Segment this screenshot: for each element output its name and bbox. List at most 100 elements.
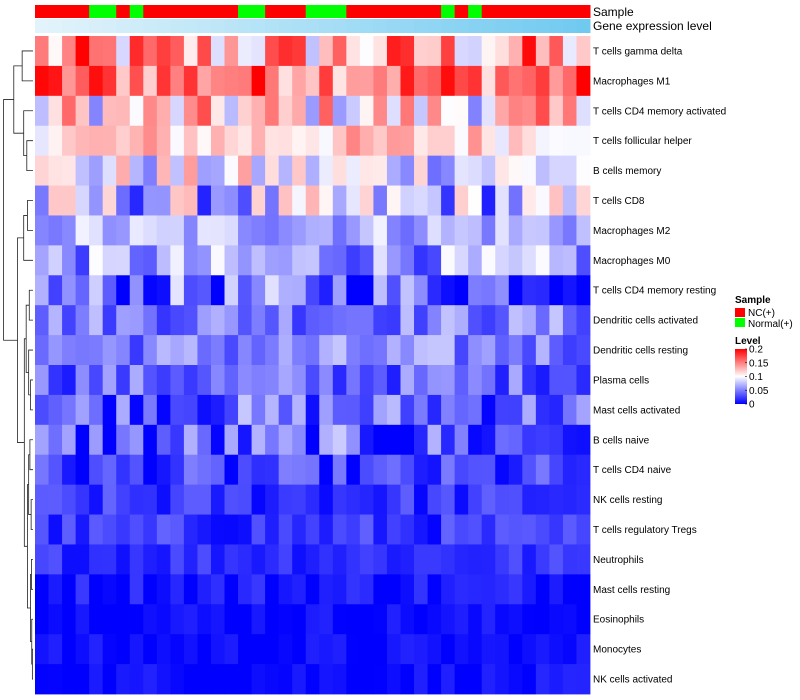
heatmap-cell (265, 65, 280, 97)
heatmap-cell (238, 215, 252, 246)
heatmap-cell (522, 574, 537, 605)
heatmap-cell (292, 155, 307, 186)
heatmap-cell (89, 664, 104, 695)
heatmap-cell (75, 275, 90, 306)
legend-colorbar (735, 349, 747, 404)
heatmap-cell (210, 424, 225, 456)
heatmap-cell (359, 514, 374, 545)
heatmap-cell (508, 424, 523, 456)
heatmap-cell (400, 514, 415, 545)
heatmap-cell (292, 574, 307, 605)
heatmap-cell (102, 365, 117, 396)
heatmap-cell (156, 305, 171, 336)
heatmap-cell (522, 275, 537, 306)
heatmap-cell (102, 245, 117, 276)
sample-annotation-cell (400, 5, 415, 18)
heatmap-cell (75, 245, 90, 276)
expression-annotation-cell (238, 19, 253, 33)
heatmap-cell (468, 215, 483, 246)
heatmap-cell (156, 544, 171, 575)
heatmap-cell (278, 36, 293, 67)
heatmap-cell (562, 215, 577, 246)
heatmap-cell (535, 36, 550, 67)
heatmap-cell (197, 664, 212, 695)
heatmap-cell (454, 65, 469, 97)
heatmap-cell (414, 514, 428, 545)
heatmap-cell (522, 125, 537, 157)
heatmap-cell (224, 125, 239, 157)
heatmap-cell (562, 335, 577, 366)
heatmap-cell (346, 634, 361, 665)
sample-annotation-cell (102, 5, 117, 18)
heatmap-cell (265, 245, 280, 276)
heatmap-cell (400, 305, 415, 336)
heatmap-cell (522, 215, 537, 246)
annotation-label-expression: Gene expression level (593, 19, 712, 33)
heatmap-cell (102, 574, 117, 605)
sample-annotation-cell (238, 5, 253, 18)
heatmap-cell (495, 544, 510, 575)
row-labels: T cells gamma delta Macrophages M1 T cells… (593, 46, 726, 685)
heatmap-cell (224, 275, 239, 306)
heatmap-cell (373, 185, 388, 216)
heatmap-cell (373, 514, 388, 545)
heatmap-cell (481, 664, 496, 695)
heatmap-cell (562, 514, 577, 545)
heatmap-cell (143, 155, 158, 186)
heatmap-cell (562, 95, 577, 127)
heatmap-cell (170, 424, 185, 456)
heatmap-cell (278, 424, 293, 456)
heatmap-cell (535, 275, 550, 306)
heatmap-cell (143, 664, 158, 695)
heatmap-cell (251, 574, 266, 605)
heatmap-cell (535, 65, 550, 97)
sample-annotation-cell (224, 5, 239, 18)
heatmap-cell (48, 245, 63, 276)
heatmap-cell (373, 394, 388, 426)
heatmap-cell (508, 544, 523, 575)
heatmap-cell (129, 484, 144, 515)
heatmap-cell (549, 185, 564, 216)
heatmap-cell (183, 454, 198, 486)
heatmap-cell (522, 365, 537, 396)
heatmap-cell (346, 514, 361, 545)
heatmap-cell (129, 604, 144, 635)
heatmap-cell (332, 574, 347, 605)
row-label: NK cells activated (593, 675, 672, 686)
heatmap-cell (535, 394, 550, 426)
heatmap-cell (441, 484, 456, 515)
legend-tick-label: 0 (749, 400, 755, 411)
heatmap-cell (441, 215, 456, 246)
heatmap-cell (265, 424, 280, 456)
heatmap-cell (346, 215, 361, 246)
heatmap-cell (535, 185, 550, 216)
row-label: T cells regulatory Tregs (593, 525, 697, 536)
heatmap-cell (305, 664, 320, 695)
heatmap-cell (210, 574, 225, 605)
heatmap-cell (48, 484, 63, 515)
heatmap-cell (116, 664, 131, 695)
heatmap-cell (143, 95, 158, 127)
heatmap-cell (278, 335, 293, 366)
heatmap-cell (156, 454, 171, 486)
heatmap-cell (332, 275, 347, 306)
heatmap-cell (495, 245, 510, 276)
heatmap-cell (129, 454, 144, 486)
heatmap-cell (549, 36, 564, 67)
heatmap-cell (359, 634, 374, 665)
heatmap-cell (454, 275, 469, 306)
heatmap-cell (197, 424, 212, 456)
row-dendrogram (3, 50, 33, 680)
heatmap-cell (102, 95, 117, 127)
heatmap-cell (562, 305, 577, 336)
heatmap-cell (359, 95, 374, 127)
sample-annotation-cell (129, 5, 144, 18)
heatmap-cell (454, 394, 469, 426)
expression-annotation-cell (332, 19, 347, 33)
heatmap-cell (495, 335, 510, 366)
heatmap-cell (427, 335, 442, 366)
heatmap-cell (129, 245, 144, 276)
heatmap-cell (278, 215, 293, 246)
sample-annotation-cell (278, 5, 293, 18)
heatmap-cell (427, 514, 442, 545)
